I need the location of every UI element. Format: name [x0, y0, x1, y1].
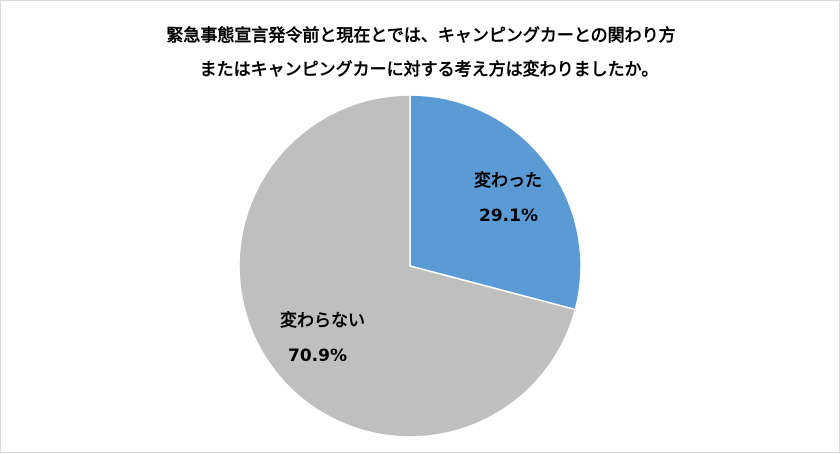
slice-label-unchanged: 変わらない [280, 310, 365, 331]
chart-title: 緊急事態宣言発令前と現在とでは、キャンピングカーとの関わり方 またはキャンピング… [1, 19, 840, 87]
pie-slices [238, 94, 582, 438]
chart-title-line-2: またはキャンピングカーに対する考え方は変わりましたか。 [199, 60, 659, 80]
pie-slice-unchanged [238, 94, 577, 438]
slice-value-changed: 29.1% [479, 206, 538, 226]
chart-title-line-1: 緊急事態宣言発令前と現在とでは、キャンピングカーとの関わり方 [166, 26, 676, 46]
slice-value-unchanged: 70.9% [288, 346, 347, 366]
pie-slice-changed [409, 94, 582, 311]
slice-label-changed: 変わった [474, 170, 542, 191]
